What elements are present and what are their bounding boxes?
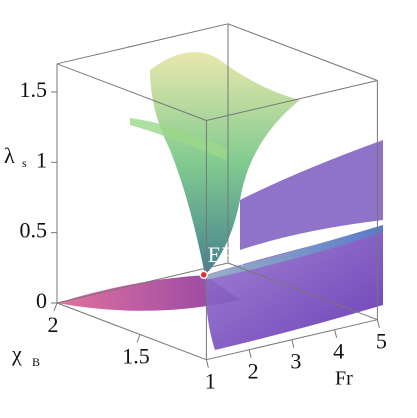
box-edge bbox=[206, 80, 378, 121]
x-tick bbox=[248, 349, 252, 358]
x-axis-label: Fr bbox=[335, 368, 353, 390]
z-tick-label: 0 bbox=[36, 288, 47, 313]
z-tick-label: 0.5 bbox=[20, 218, 48, 243]
box-edge bbox=[227, 262, 378, 321]
y-axis-label-sub: B bbox=[32, 355, 40, 369]
x-tick bbox=[334, 329, 338, 338]
y-tick bbox=[53, 302, 58, 312]
z-tick-label: 1 bbox=[36, 147, 47, 172]
x-tick-label: 4 bbox=[333, 339, 344, 364]
box-edge bbox=[56, 63, 207, 121]
z-axis-label: λ bbox=[4, 143, 15, 168]
box-edge bbox=[56, 262, 229, 304]
z-axis-label-sub: s bbox=[22, 156, 27, 170]
box-edge bbox=[56, 23, 229, 65]
x-tick-label: 3 bbox=[290, 349, 301, 374]
x-tick-label: 1 bbox=[205, 369, 216, 394]
z-tick-label: 1.5 bbox=[20, 77, 48, 102]
x-tick bbox=[205, 359, 209, 368]
box-edge bbox=[227, 23, 378, 81]
point-label: EP bbox=[208, 242, 234, 267]
y-axis-label: χ bbox=[11, 341, 22, 366]
x-tick bbox=[291, 339, 295, 348]
y-tick-label: 1.5 bbox=[122, 344, 150, 369]
box-edge bbox=[56, 302, 207, 361]
surface bbox=[57, 52, 383, 350]
axes: 0 0.5 1 1.5 2 1.5 1 2 3 4 5 Fr χ Bλ s EP 4 bbox=[4, 23, 387, 394]
x-tick bbox=[376, 319, 380, 328]
x-tick-label: 2 bbox=[248, 359, 259, 384]
point-label-sub: 4 bbox=[238, 255, 244, 269]
point bbox=[199, 270, 209, 280]
y-tick-label: 2 bbox=[48, 312, 59, 337]
x-tick-label: 5 bbox=[376, 329, 387, 354]
y-tick bbox=[136, 334, 141, 343]
